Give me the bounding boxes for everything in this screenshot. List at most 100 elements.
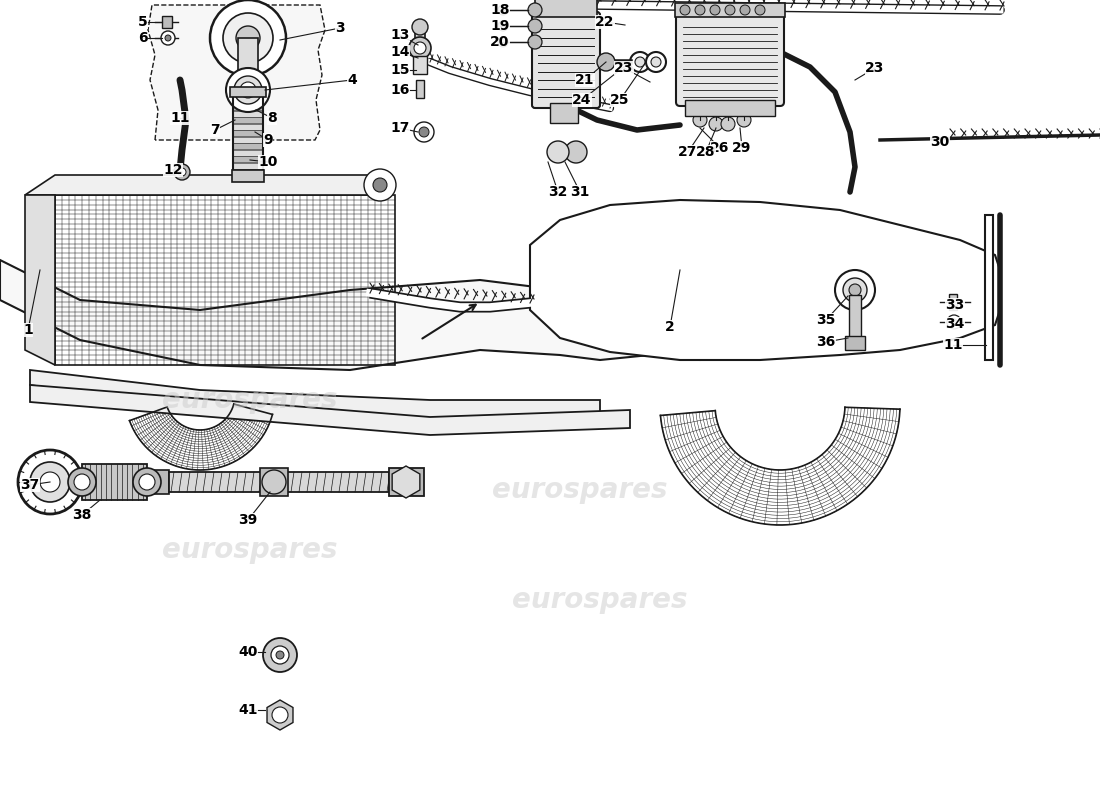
Circle shape [18,450,82,514]
Circle shape [498,5,508,15]
Circle shape [139,474,155,490]
Circle shape [737,113,751,127]
Polygon shape [148,5,324,140]
Circle shape [680,5,690,15]
Bar [55,195,395,365]
Circle shape [695,5,705,15]
Polygon shape [392,466,420,498]
Polygon shape [267,700,293,730]
Bar [389,468,424,496]
Circle shape [161,31,175,45]
Circle shape [740,5,750,15]
Bar [230,87,266,97]
Text: 2: 2 [666,320,675,334]
Text: 37: 37 [21,478,40,492]
Text: 40: 40 [239,645,257,659]
Circle shape [223,13,273,63]
Text: 15: 15 [390,63,409,77]
Text: 1: 1 [23,323,33,337]
Bar [233,93,263,175]
Text: 18: 18 [491,3,509,17]
Circle shape [174,164,190,180]
Text: 21: 21 [575,73,595,87]
FancyBboxPatch shape [532,12,600,108]
Text: 9: 9 [263,133,273,147]
Bar [233,91,263,97]
Text: 14: 14 [390,45,409,59]
Bar [416,80,424,98]
Circle shape [240,82,256,98]
Polygon shape [30,370,600,420]
Circle shape [843,278,867,302]
Circle shape [547,141,569,163]
Text: 29: 29 [733,141,751,155]
Circle shape [630,52,650,72]
Text: 22: 22 [595,15,615,29]
Circle shape [414,122,435,142]
Circle shape [528,19,542,33]
Circle shape [498,21,508,31]
Bar [233,104,263,110]
Text: 33: 33 [945,298,965,312]
Bar [233,137,263,142]
Bar [675,3,785,17]
Text: 3: 3 [336,21,344,35]
Text: 34: 34 [945,317,965,331]
Bar [233,98,263,103]
Circle shape [725,5,735,15]
Circle shape [849,284,861,296]
Text: eurospares: eurospares [513,586,688,614]
Bar [685,100,775,116]
Bar [233,110,263,117]
Text: 23: 23 [866,61,884,75]
Circle shape [226,68,270,112]
Bar [233,143,263,149]
Bar [949,294,957,310]
Circle shape [263,638,297,672]
Polygon shape [530,200,1000,360]
Text: 27: 27 [679,145,697,159]
Bar [415,27,425,62]
Circle shape [272,707,288,723]
Bar [984,215,993,360]
Text: 23: 23 [614,61,634,75]
Bar [169,472,389,492]
Text: 13: 13 [390,28,409,42]
Circle shape [597,53,615,71]
Text: 7: 7 [210,123,220,137]
Circle shape [952,319,957,325]
Circle shape [409,37,431,59]
Circle shape [419,127,429,137]
Circle shape [373,178,387,192]
Bar [238,38,258,78]
Text: 4: 4 [348,73,356,87]
Bar [233,150,263,155]
Circle shape [68,468,96,496]
Bar [550,103,578,123]
Circle shape [646,52,666,72]
Text: eurospares: eurospares [163,386,338,414]
Text: 10: 10 [258,155,277,169]
Circle shape [528,35,542,49]
Circle shape [165,35,170,41]
Bar [147,470,169,494]
Circle shape [364,169,396,201]
Bar [233,162,263,169]
Text: eurospares: eurospares [163,536,338,564]
Text: 26: 26 [711,141,729,155]
Circle shape [262,470,286,494]
Circle shape [755,5,764,15]
Circle shape [234,76,262,104]
Bar [233,169,263,175]
Text: 12: 12 [163,163,183,177]
Text: 24: 24 [572,93,592,107]
FancyBboxPatch shape [676,13,784,106]
Text: eurospares: eurospares [493,476,668,504]
Circle shape [236,26,260,50]
Circle shape [565,141,587,163]
Bar [233,85,263,90]
Circle shape [651,57,661,67]
FancyBboxPatch shape [535,0,597,17]
Circle shape [693,113,707,127]
Text: 8: 8 [267,111,277,125]
